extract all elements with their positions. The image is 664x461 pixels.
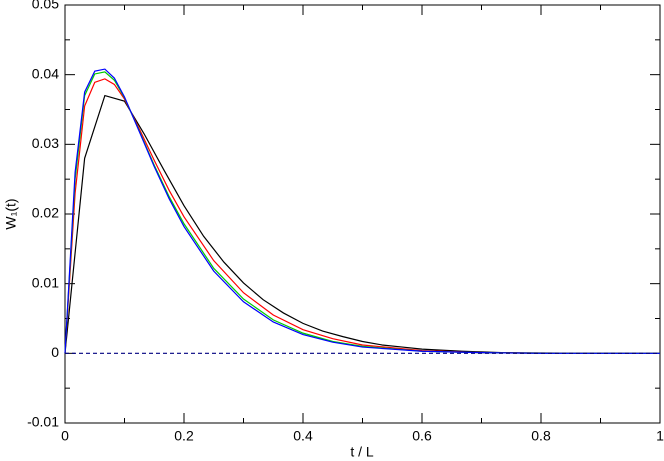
series-line: [64, 71, 660, 354]
series-line: [64, 68, 660, 354]
x-axis-label: t / L: [350, 444, 374, 460]
y-axis-label: W₁(t): [3, 198, 19, 229]
y-tick-label: 0: [51, 344, 59, 360]
x-tick-label: 0.2: [174, 428, 194, 444]
y-tick-label: 0.04: [32, 65, 59, 81]
y-tick-label: 0.02: [32, 205, 59, 221]
y-tick-label: 0.05: [32, 0, 59, 12]
x-tick-label: 0.6: [412, 428, 432, 444]
x-tick-label: 0.8: [531, 428, 551, 444]
y-tick-label: 0.03: [32, 135, 59, 151]
y-tick-label: 0.01: [32, 274, 59, 290]
series-line: [64, 78, 660, 354]
x-tick-label: 0: [61, 428, 69, 444]
x-tick-label: 1: [656, 428, 664, 444]
plot-frame: [64, 4, 661, 424]
y-tick-label: -0.01: [27, 414, 59, 430]
series-line: [64, 94, 661, 354]
x-tick-label: 0.4: [293, 428, 313, 444]
